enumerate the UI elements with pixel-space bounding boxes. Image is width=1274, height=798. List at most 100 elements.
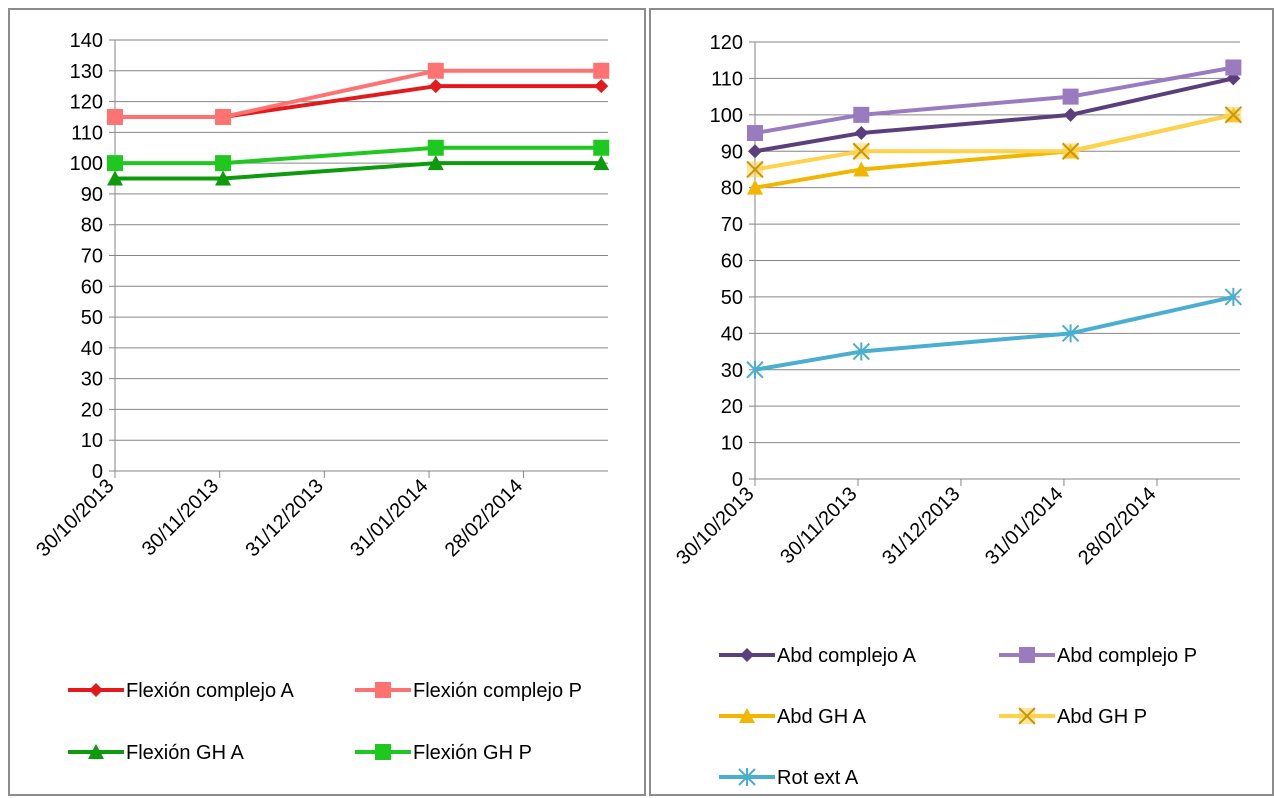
right-chart-x-tick-label: 30/10/2013 — [672, 483, 758, 569]
legend-marker-flexion-complejo-a — [89, 683, 103, 697]
data-point-abd-gh-p — [746, 160, 764, 179]
left-chart-y-tick-label: 100 — [70, 153, 103, 175]
data-point-rot-ext-a — [1224, 287, 1243, 306]
data-point-flexion-gh-a — [427, 155, 444, 171]
right-chart-y-tick-label: 110 — [711, 68, 743, 90]
right-chart-y-tick-label: 10 — [721, 433, 743, 455]
left-chart-y-tick-label: 130 — [70, 61, 103, 83]
series-line-flexion-gh-p — [113, 145, 604, 166]
legend-item-flexion-complejo-a: Flexión complejo A — [68, 680, 295, 702]
legend-item-flexion-gh-p: Flexión GH P — [355, 742, 532, 764]
right-chart-y-tick-label: 90 — [721, 141, 743, 163]
legend-item-rot-ext-a: Rot ext A — [719, 767, 859, 789]
data-point-abd-gh-p — [852, 142, 871, 160]
right-chart-y-tick-label: 50 — [721, 287, 743, 309]
legend-item-flexion-complejo-p: Flexión complejo P — [355, 680, 582, 702]
legend-marker-flexion-gh-p — [375, 744, 391, 760]
right-chart-y-tick-label: 120 — [710, 32, 743, 54]
data-point-flexion-complejo-p — [593, 62, 610, 79]
right-chart-y-tick-label: 0 — [732, 469, 743, 491]
data-point-abd-complejo-a — [748, 144, 762, 159]
right-chart-x-tick-label: 31/01/2014 — [981, 483, 1067, 569]
series-line-abd-complejo-a — [753, 76, 1236, 154]
right-chart-y-tick-label: 30 — [721, 360, 743, 382]
left-chart-y-tick-label: 80 — [81, 215, 103, 237]
left-chart-y-tick-label: 70 — [81, 246, 103, 268]
right-chart-y-tick-label: 70 — [721, 214, 743, 236]
left-chart-y-tick-label: 110 — [71, 122, 103, 144]
series-line-abd-complejo-p — [753, 65, 1236, 136]
left-chart-y-tick-label: 120 — [70, 92, 103, 114]
legend-item-abd-gh-p: Abd GH P — [999, 706, 1147, 728]
series-line-flexion-complejo-p — [113, 68, 604, 119]
legend-marker-abd-gh-p — [1018, 707, 1036, 725]
legend-label-flexion-complejo-p: Flexión complejo P — [413, 680, 582, 702]
data-point-flexion-complejo-a — [594, 79, 609, 94]
left-chart-x-tick-label: 28/02/2014 — [441, 475, 527, 561]
data-point-flexion-gh-p — [593, 139, 610, 156]
legend-marker-flexion-gh-a — [88, 744, 104, 759]
legend-label-flexion-gh-p: Flexión GH P — [413, 742, 532, 764]
legend-marker-rot-ext-a — [738, 768, 756, 786]
data-point-abd-complejo-a — [854, 126, 869, 141]
right-chart-y-tick-label: 20 — [721, 396, 743, 418]
legend-label-flexion-complejo-a: Flexión complejo A — [126, 680, 295, 702]
data-point-rot-ext-a — [746, 360, 764, 379]
series-line-rot-ext-a — [753, 294, 1236, 372]
legend-item-abd-complejo-p: Abd complejo P — [999, 645, 1197, 667]
left-chart-y-tick-label: 30 — [81, 369, 103, 391]
left-chart-y-tick-label: 40 — [81, 338, 103, 360]
data-point-flexion-gh-p — [427, 139, 444, 156]
data-point-flexion-complejo-p — [107, 108, 123, 125]
data-point-abd-gh-a — [747, 179, 763, 195]
data-point-flexion-gh-p — [215, 155, 232, 172]
data-point-abd-complejo-p — [1225, 59, 1242, 76]
left-chart-x-tick-label: 31/01/2014 — [346, 475, 432, 561]
left-chart-x-tick-label: 31/12/2013 — [242, 475, 328, 561]
left-chart-y-tick-label: 140 — [70, 30, 103, 52]
data-point-flexion-complejo-a — [428, 79, 443, 94]
legend-label-abd-complejo-p: Abd complejo P — [1057, 645, 1197, 667]
left-chart-y-tick-label: 10 — [81, 430, 103, 452]
chart-panel-right: 0 10 20 30 40 50 60 70 80 90 100 110 120 30/10/2013 30… — [649, 8, 1274, 796]
right-chart-y-tick-label: 100 — [710, 105, 743, 127]
data-point-abd-complejo-a — [1063, 107, 1078, 122]
legend-marker-abd-gh-a — [739, 708, 755, 723]
data-point-abd-gh-p — [1061, 142, 1080, 160]
left-chart-x-tick-label: 30/10/2013 — [32, 475, 118, 561]
legend-marker-abd-complejo-p — [1019, 647, 1035, 663]
data-point-abd-gh-p — [1224, 106, 1243, 124]
legend-marker-flexion-complejo-p — [375, 682, 391, 698]
data-point-flexion-gh-p — [107, 155, 123, 172]
left-chart-y-tick-label: 60 — [81, 276, 103, 298]
right-chart-x-tick-label: 31/12/2013 — [878, 483, 964, 569]
data-point-rot-ext-a — [1061, 324, 1080, 343]
legend-label-flexion-gh-a: Flexión GH A — [126, 742, 244, 764]
chart-right: 0 10 20 30 40 50 60 70 80 90 100 110 120 30/10/2013 30… — [672, 32, 1243, 789]
data-point-abd-complejo-p — [853, 106, 870, 123]
legend-marker-abd-complejo-a — [740, 648, 754, 662]
legend-item-abd-gh-a: Abd GH A — [719, 706, 867, 728]
chart-left: 0 10 20 30 40 50 60 70 80 90 100 110 120 130 140 30/10/… — [32, 30, 610, 764]
data-point-flexion-complejo-p — [427, 62, 444, 79]
right-chart-y-tick-label: 60 — [721, 251, 743, 273]
data-point-flexion-complejo-p — [215, 108, 232, 125]
data-point-flexion-gh-a — [593, 155, 610, 171]
series-line-flexion-gh-a — [113, 161, 604, 181]
left-chart-x-tick-label: 30/11/2013 — [138, 475, 223, 560]
right-chart-x-tick-label: 30/11/2013 — [776, 483, 861, 568]
data-point-flexion-gh-a — [107, 170, 123, 186]
chart-panel-left: 0 10 20 30 40 50 60 70 80 90 100 110 120 130 140 30/10/… — [8, 8, 646, 796]
left-chart-y-tick-label: 90 — [81, 184, 103, 206]
data-point-abd-gh-a — [853, 161, 870, 177]
right-chart-y-tick-label: 80 — [721, 178, 743, 200]
left-chart-y-tick-label: 0 — [92, 461, 103, 483]
data-point-rot-ext-a — [852, 342, 871, 361]
left-chart-y-tick-label: 20 — [81, 399, 103, 421]
legend-label-abd-gh-p: Abd GH P — [1057, 706, 1147, 728]
legend-label-abd-gh-a: Abd GH A — [777, 706, 867, 728]
right-chart-x-tick-label: 28/02/2014 — [1074, 483, 1160, 569]
left-chart-y-tick-label: 50 — [81, 307, 103, 329]
data-point-abd-complejo-p — [747, 125, 763, 142]
legend-item-flexion-gh-a: Flexión GH A — [68, 742, 244, 764]
